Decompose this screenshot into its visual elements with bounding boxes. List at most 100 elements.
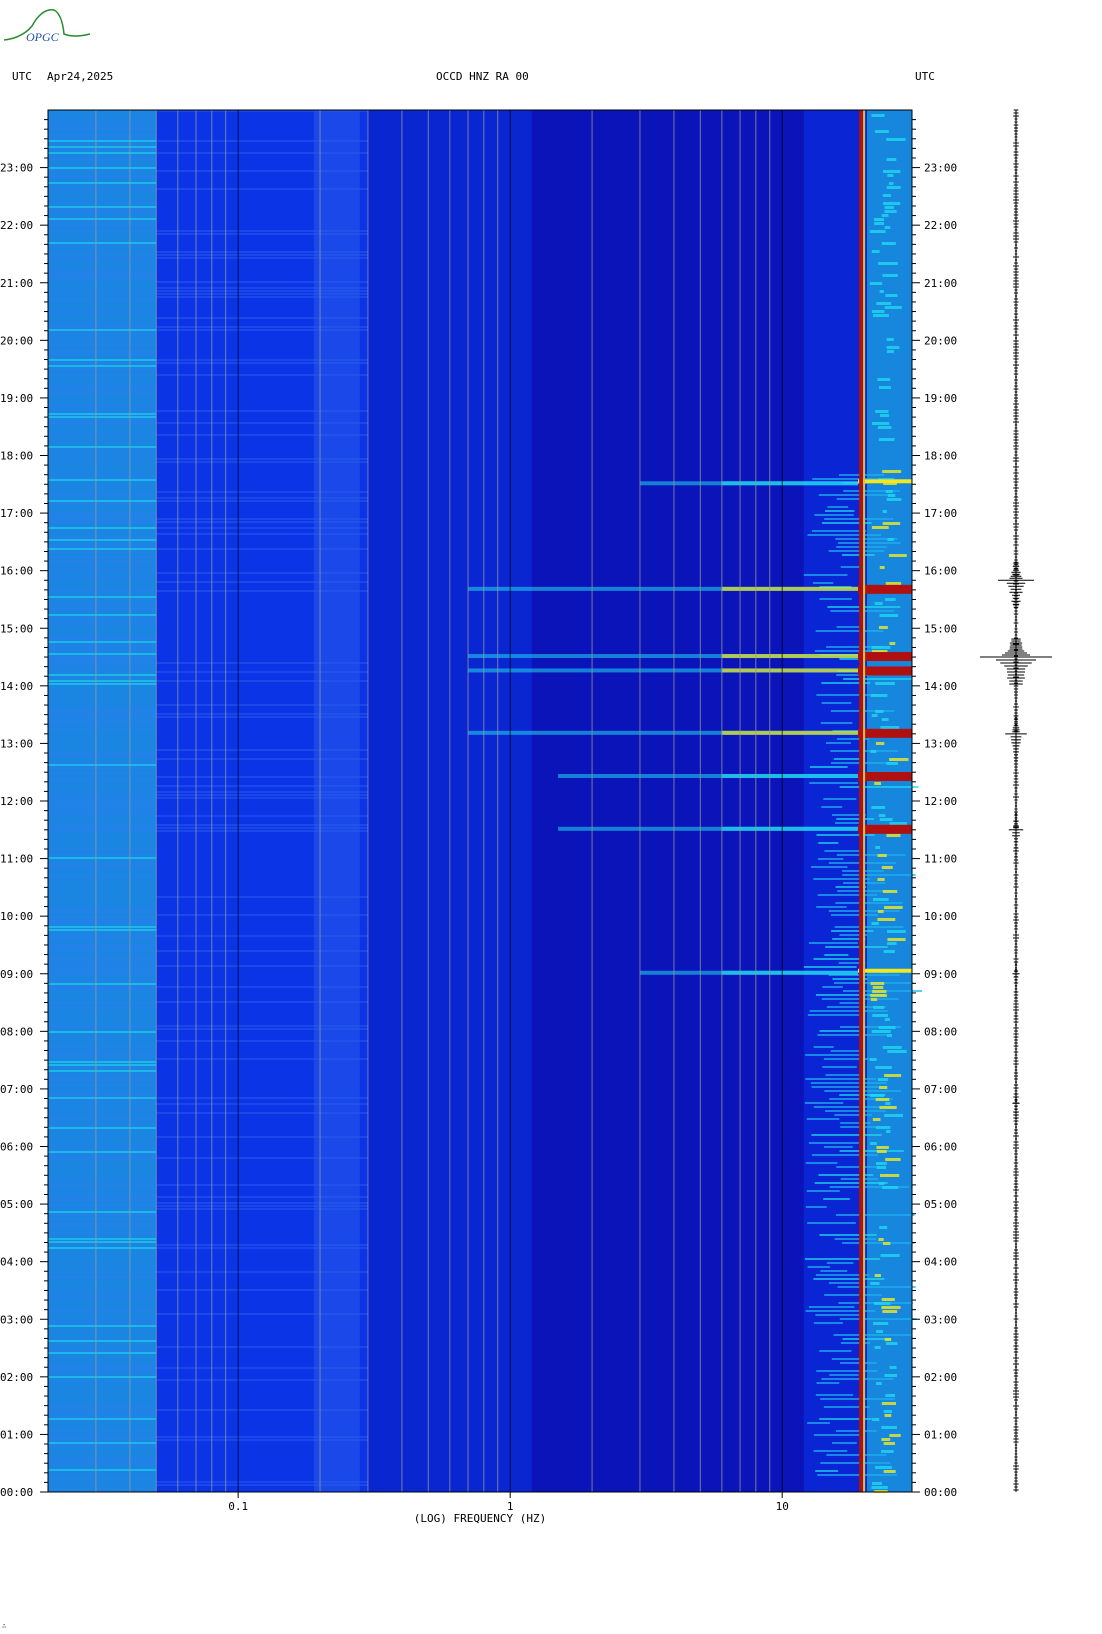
low-band-texture <box>48 797 157 799</box>
noise-streak <box>811 1154 878 1156</box>
mid-band-texture <box>156 815 368 817</box>
low-band-texture <box>48 353 157 355</box>
low-band-texture <box>48 386 157 388</box>
low-band-texture <box>48 866 157 868</box>
noise-streak <box>834 926 904 928</box>
mid-band-texture <box>156 281 368 283</box>
mid-band-texture <box>156 497 368 499</box>
y-tick-label-left: 13:00 <box>0 737 33 750</box>
y-tick-label-left: 16:00 <box>0 565 33 578</box>
mid-band-texture <box>156 965 368 967</box>
noise-speck <box>878 814 886 817</box>
low-band-texture <box>48 1442 157 1444</box>
event-band <box>468 654 859 659</box>
noise-streak <box>825 1110 886 1112</box>
noise-streak <box>836 818 874 820</box>
noise-speck <box>872 1418 880 1421</box>
event-hot-spot <box>858 666 912 676</box>
mid-band-texture <box>156 188 368 190</box>
low-band-texture <box>48 644 157 646</box>
noise-streak <box>835 902 903 904</box>
noise-speck <box>870 994 887 997</box>
event-band-core <box>721 730 859 735</box>
mid-band-texture <box>156 1409 368 1411</box>
right-timezone-label: UTC <box>915 70 935 83</box>
low-band-texture <box>48 980 157 982</box>
noise-speck <box>877 854 887 857</box>
noise-streak <box>821 702 852 704</box>
low-band-texture <box>48 212 157 214</box>
noise-speck <box>881 1426 897 1429</box>
noise-streak <box>821 806 843 808</box>
noise-streak <box>825 1074 863 1076</box>
y-tick-label-right: 04:00 <box>924 1256 957 1269</box>
low-band-texture <box>48 1127 157 1129</box>
low-band-texture <box>48 926 157 928</box>
noise-speck <box>875 682 895 685</box>
mid-band-texture <box>156 1196 368 1198</box>
noise-streak <box>809 782 859 784</box>
mid-band-texture <box>156 1379 368 1381</box>
noise-speck <box>884 306 902 309</box>
low-band-texture <box>48 1205 157 1207</box>
mid-band-texture <box>156 152 368 154</box>
low-band-texture <box>48 1463 157 1465</box>
low-band-texture <box>48 149 157 151</box>
low-band-texture <box>48 560 157 562</box>
low-band-texture <box>48 1196 157 1198</box>
noise-streak <box>835 1430 877 1432</box>
low-band-texture <box>48 569 157 571</box>
date-label: Apr24,2025 <box>47 70 114 83</box>
event-band-core <box>721 668 859 673</box>
noise-speck <box>871 310 885 313</box>
noise-streak <box>834 1114 873 1116</box>
low-band-texture <box>48 1241 157 1243</box>
y-tick-label-right: 13:00 <box>924 737 957 750</box>
noise-streak <box>809 1010 888 1012</box>
noise-streak <box>819 1030 863 1032</box>
low-band-texture <box>48 137 157 139</box>
mid-band-texture <box>156 293 368 295</box>
noise-speck <box>876 1330 883 1333</box>
mid-band-texture <box>156 914 368 916</box>
noise-streak <box>805 1078 876 1080</box>
noise-streak <box>835 822 859 824</box>
noise-streak <box>823 1406 870 1408</box>
noise-streak <box>826 1262 854 1264</box>
low-band-texture <box>48 986 157 988</box>
low-band-texture <box>48 1409 157 1411</box>
noise-speck <box>875 1066 892 1069</box>
noise-streak <box>805 1162 838 1164</box>
event-hot-spot <box>858 584 912 594</box>
low-band-texture <box>48 1148 157 1150</box>
noise-speck <box>889 1434 901 1437</box>
noise-speck <box>877 878 885 881</box>
opgc-logo: OPGC <box>2 4 92 48</box>
noise-speck <box>874 222 885 225</box>
noise-speck <box>887 942 897 945</box>
mid-band-texture <box>156 794 368 796</box>
noise-streak <box>825 946 888 948</box>
noise-streak <box>815 994 885 996</box>
noise-speck <box>880 1450 894 1453</box>
mid-band-texture <box>156 791 368 793</box>
mid-band-texture <box>156 374 368 376</box>
noise-speck <box>886 138 906 141</box>
noise-speck <box>869 1058 877 1061</box>
low-band-texture <box>48 1001 157 1003</box>
noise-streak <box>839 1002 865 1004</box>
low-band-texture <box>48 1364 157 1366</box>
low-band-texture <box>48 1325 157 1327</box>
low-band-texture <box>48 707 157 709</box>
noise-streak <box>819 1234 877 1236</box>
noise-streak <box>835 1214 915 1216</box>
noise-streak <box>813 1434 862 1436</box>
noise-speck <box>885 598 896 601</box>
mid-band-texture <box>156 257 368 259</box>
noise-streak <box>833 758 863 760</box>
noise-streak <box>811 530 867 532</box>
noise-streak <box>816 1382 840 1384</box>
mid-band-texture <box>156 935 368 937</box>
mid-band-texture <box>156 491 368 493</box>
